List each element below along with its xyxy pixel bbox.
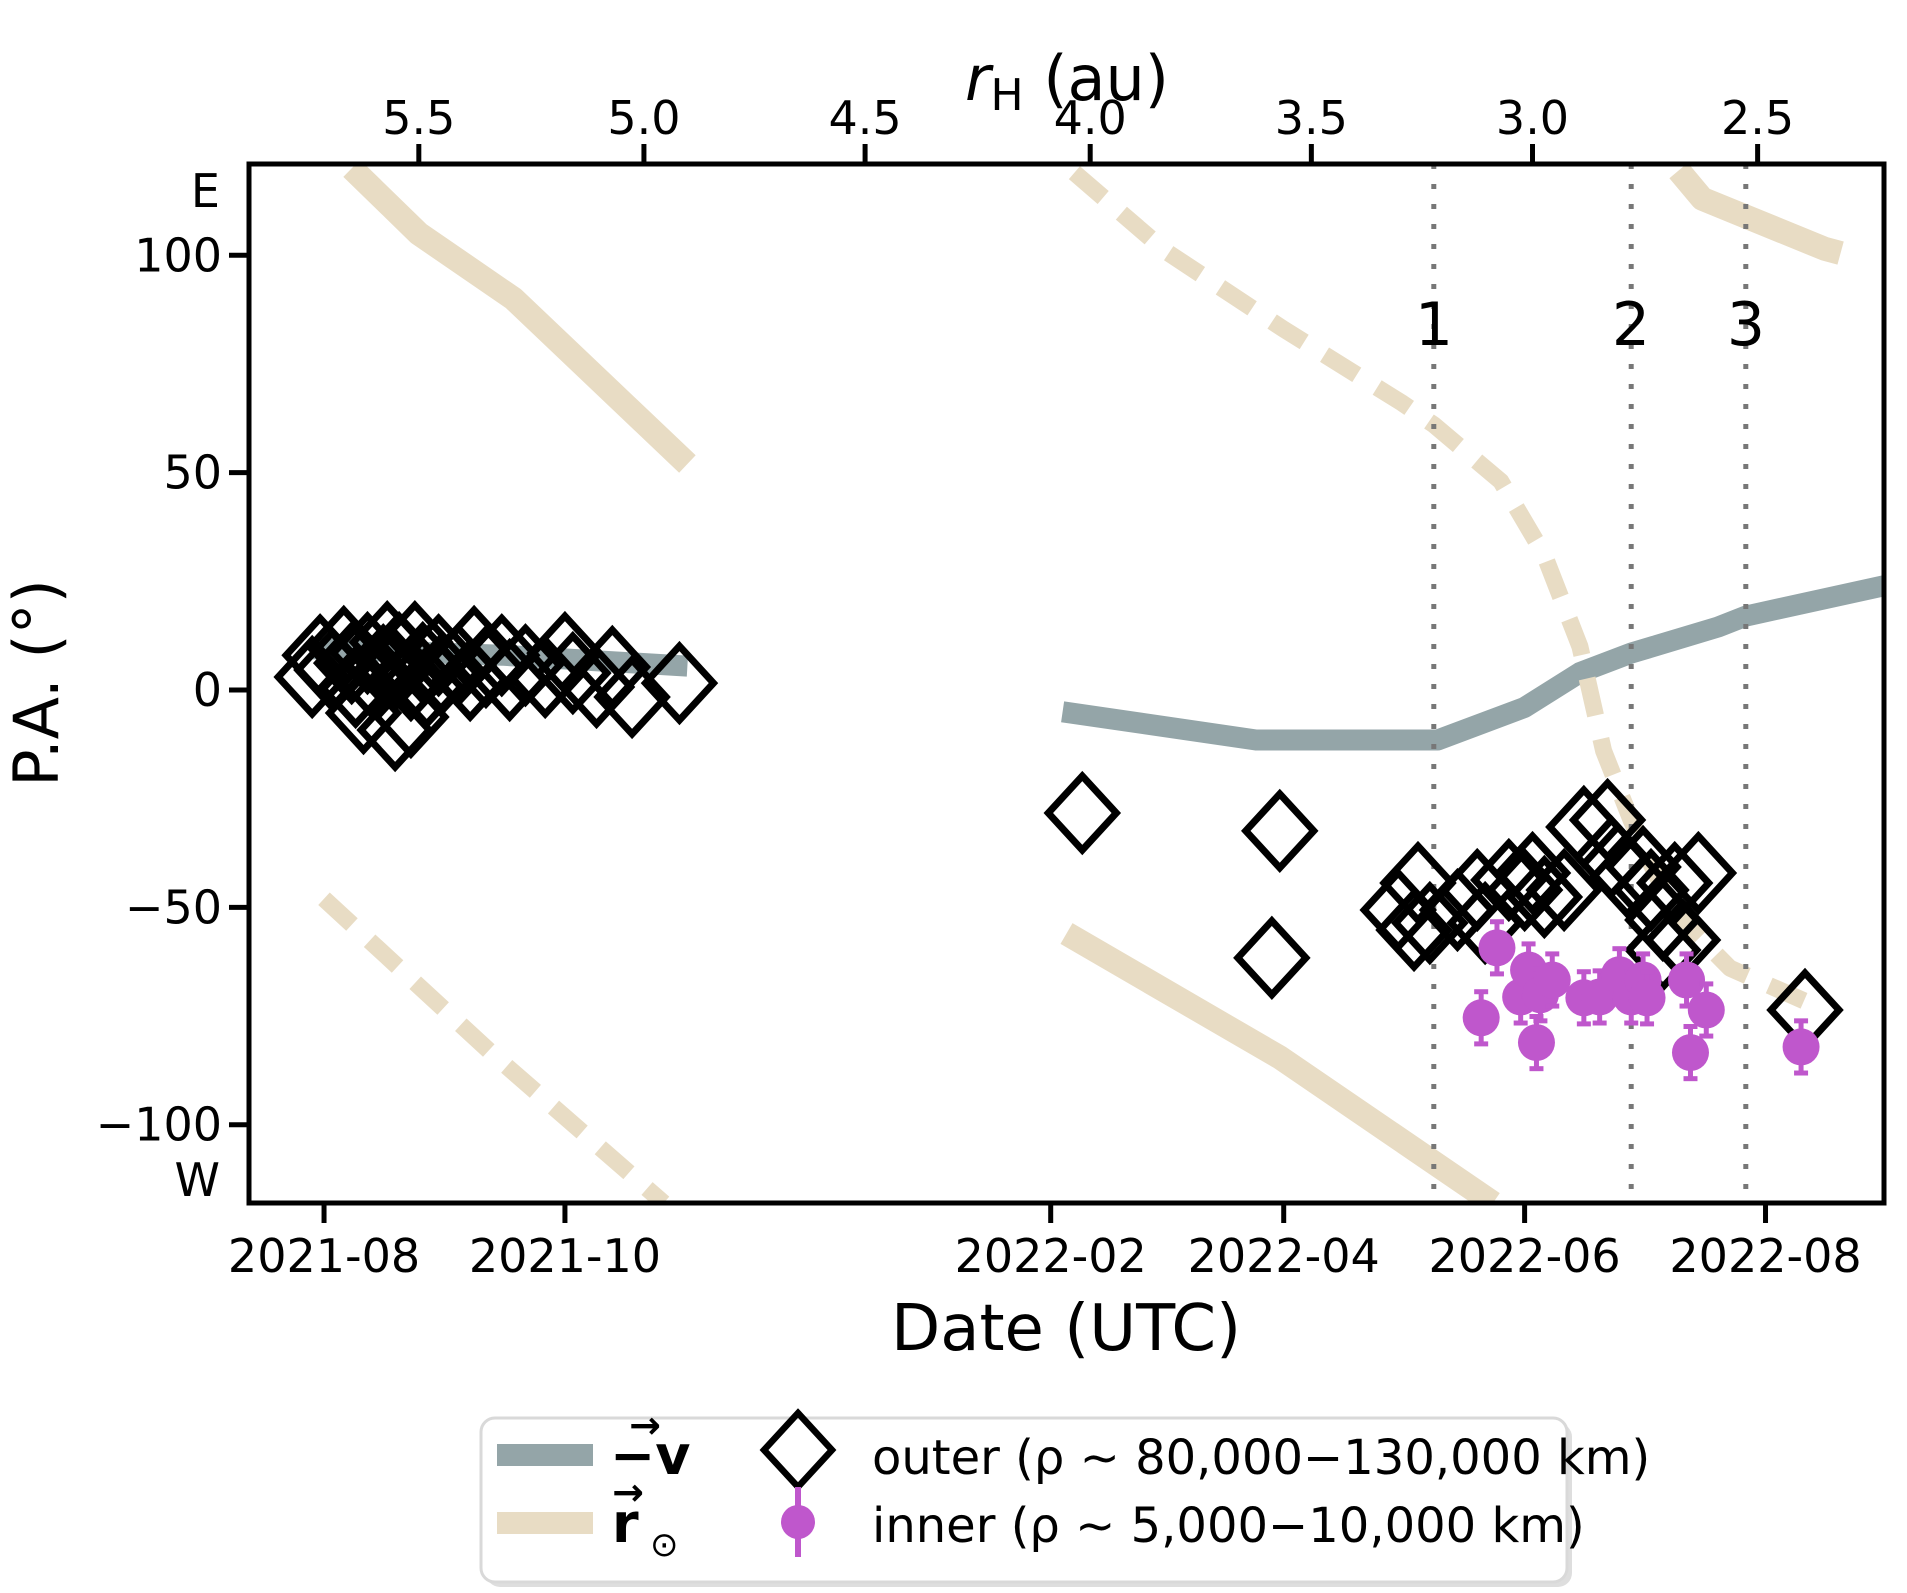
outer-point [573, 624, 652, 710]
outer-point [640, 640, 719, 726]
r_sun_dashed-curve [1068, 166, 1813, 1011]
legend: −v → r → ⊙ outer (ρ ∼ 80,000−130,000 km)… [479, 1403, 1650, 1587]
legend-label-minus-v: −v [610, 1424, 690, 1487]
outer-point [506, 634, 584, 720]
y-tick-label: 0 [193, 663, 222, 717]
legend-label-inner: inner (ρ ∼ 5,000−10,000 km) [872, 1498, 1585, 1554]
outer-point [593, 654, 671, 740]
outer-point [1241, 788, 1319, 874]
minus_v-curve [1061, 575, 1884, 751]
y-tick-label: 100 [134, 228, 222, 282]
outer-point [463, 613, 541, 698]
west-annotation: W [175, 1153, 220, 1207]
top-axis-title: rH (au) [965, 42, 1169, 121]
top-tick-label: 4.0 [1054, 91, 1127, 145]
east-annotation: E [191, 164, 220, 218]
legend-swatch-r-sun [497, 1512, 593, 1534]
plot-frame [246, 161, 1887, 1206]
top-tick-label: 3.5 [1275, 91, 1348, 145]
top-tick-label: 4.5 [829, 91, 902, 145]
event-label-3: 3 [1727, 290, 1765, 360]
top-tick-label: 2.5 [1721, 91, 1794, 145]
vector-arrow-icon: → [612, 1470, 644, 1514]
inner-point [1478, 919, 1516, 977]
outer-point [1525, 847, 1603, 933]
x-tick-label: 2022-04 [1188, 1229, 1380, 1283]
outer-point [1233, 915, 1311, 1000]
inner-point [1687, 981, 1725, 1039]
x-tick-label: 2021-08 [228, 1229, 420, 1283]
marker-layer [273, 600, 1844, 1082]
inner-circle-icon [781, 1505, 815, 1539]
inner-point [1517, 1014, 1555, 1072]
y-tick-label: −50 [125, 880, 222, 934]
outer-point [486, 623, 565, 708]
legend-box [479, 1416, 1569, 1584]
inner-point [1462, 989, 1500, 1047]
outer-point [403, 630, 482, 716]
outer-point [387, 644, 466, 730]
outer-point [435, 604, 513, 690]
sun-symbol-icon: ⊙ [650, 1525, 679, 1565]
x-tick-label: 2022-08 [1669, 1229, 1861, 1283]
outer-point [534, 630, 612, 716]
top-tick-label: 5.0 [607, 91, 680, 145]
x-tick-label: 2022-02 [955, 1229, 1147, 1283]
outer-point [1391, 880, 1469, 966]
outer-point [1043, 770, 1122, 856]
r_sun_dashed-curve [318, 892, 670, 1203]
inner-point [1628, 969, 1666, 1027]
outer-point [447, 624, 525, 710]
x-axis-title: Date (UTC) [891, 1292, 1241, 1366]
outer-point [1418, 867, 1497, 953]
event-label-1: 1 [1415, 290, 1453, 360]
outer-point [1659, 830, 1738, 916]
outer-point [1635, 840, 1714, 926]
outer-point [1470, 837, 1548, 923]
outer-point [1379, 840, 1457, 926]
inner-point [1671, 1024, 1709, 1082]
outer-point [1588, 834, 1667, 920]
outer-point [273, 634, 351, 720]
outer-point [372, 637, 450, 723]
legend-label-outer: outer (ρ ∼ 80,000−130,000 km) [872, 1430, 1650, 1486]
legend-swatch-minus-v [497, 1444, 593, 1466]
y-tick-label: −100 [96, 1098, 222, 1152]
inner-point [1782, 1018, 1820, 1076]
r_sun-curve [1669, 164, 1844, 265]
r_sun-curve [1060, 923, 1500, 1203]
outer-point [399, 613, 478, 698]
legend-label-r-sun: r [612, 1492, 639, 1555]
r_sun-curve [343, 164, 696, 473]
y-tick-label: 50 [163, 446, 222, 500]
x-tick-label: 2021-10 [469, 1229, 661, 1283]
outer-point [1624, 907, 1702, 993]
vector-arrow-icon: → [629, 1403, 661, 1447]
outer-point [1505, 854, 1584, 940]
top-tick-label: 5.5 [382, 91, 455, 145]
event-label-2: 2 [1612, 290, 1650, 360]
y-axis-title: P.A. (°) [0, 579, 73, 787]
x-tick-label: 2022-06 [1429, 1229, 1621, 1283]
inner-point [1533, 951, 1571, 1009]
top-tick-label: 3.0 [1496, 91, 1569, 145]
outer-point [470, 637, 549, 723]
axes-layer: 2021-08 2021-10 2022-02 2022-04 2022-06 2022-… [96, 91, 1862, 1283]
outer-point [1375, 887, 1453, 973]
